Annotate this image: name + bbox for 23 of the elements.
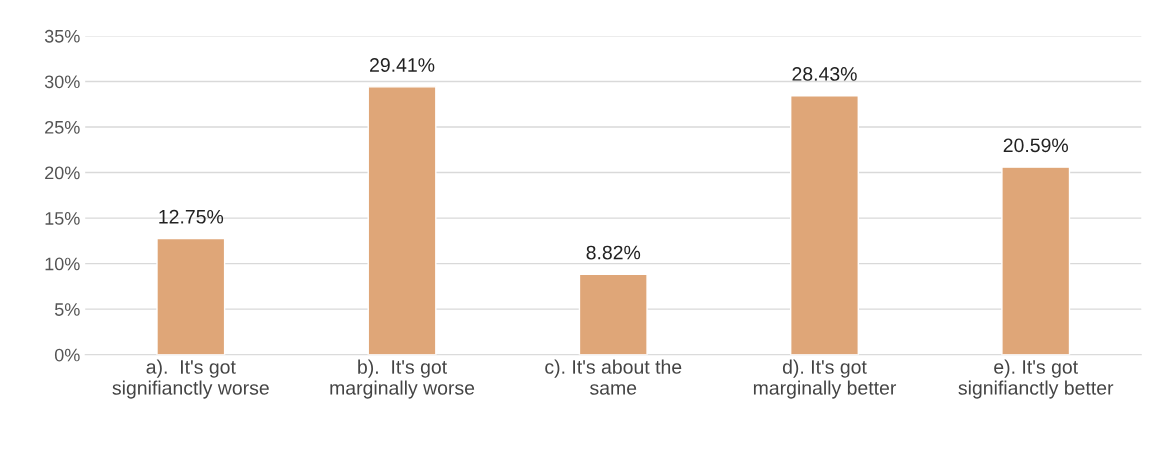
x-tick-label: d). It's got marginally better bbox=[753, 359, 897, 399]
y-tick-label: 30% bbox=[44, 75, 80, 89]
x-tick-label: c). It's about the same bbox=[545, 359, 682, 395]
bar bbox=[789, 95, 859, 355]
x-tick-label: e). It's got signifianctly better bbox=[958, 359, 1114, 399]
bar bbox=[156, 237, 226, 355]
y-tick-label: 15% bbox=[45, 212, 80, 225]
data-label: 20.59% bbox=[1003, 138, 1068, 153]
y-tick-label: 35% bbox=[44, 29, 80, 43]
bar bbox=[367, 86, 437, 355]
x-tick-label: a). It's got signifianctly worse bbox=[112, 359, 269, 399]
data-label: 8.82% bbox=[586, 245, 641, 260]
data-label: 12.75% bbox=[159, 209, 224, 224]
bar bbox=[578, 273, 648, 355]
data-label: 28.43% bbox=[792, 67, 857, 81]
bar bbox=[1001, 166, 1071, 355]
data-label: 29.41% bbox=[370, 58, 435, 72]
y-tick-label: 0% bbox=[54, 348, 80, 362]
y-tick-label: 5% bbox=[54, 303, 80, 316]
y-tick-label: 20% bbox=[45, 166, 80, 180]
x-tick-label: b). It's got marginally worse bbox=[330, 359, 475, 399]
y-tick-label: 10% bbox=[45, 257, 80, 271]
y-tick-label: 25% bbox=[45, 120, 80, 134]
